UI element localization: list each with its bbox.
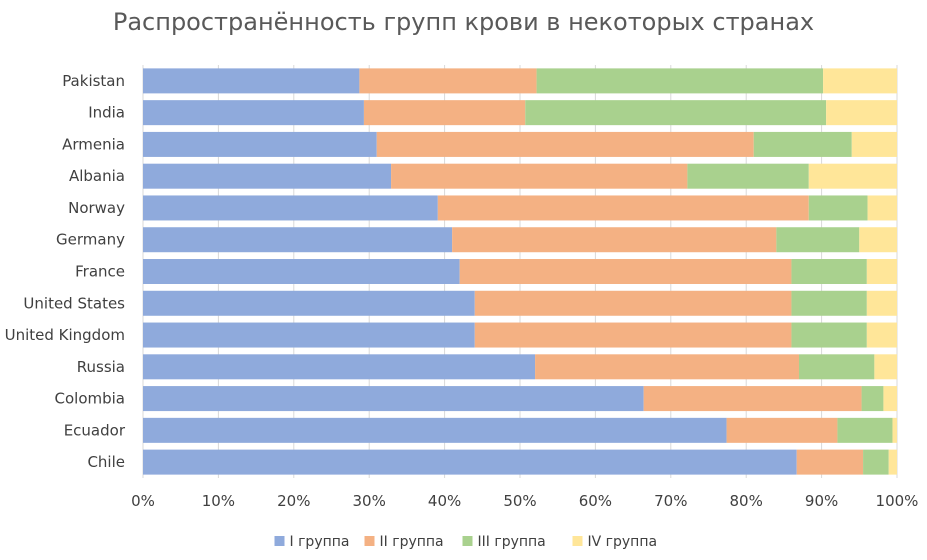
bar-segment [474, 290, 792, 316]
bar-segment [892, 417, 897, 443]
bar-segment [798, 354, 875, 380]
bar-segment [143, 227, 453, 253]
bar-segment [643, 386, 862, 412]
legend-label: II группа [380, 534, 444, 550]
bar-segment [753, 131, 852, 157]
bar-segment [143, 68, 360, 94]
bar-segment [391, 163, 688, 189]
category-label: Albania [69, 167, 125, 185]
category-label: Germany [56, 231, 125, 249]
x-tick-label: 100% [876, 492, 919, 510]
category-label: France [75, 263, 125, 281]
category-label: Russia [77, 358, 125, 376]
bar-segment [143, 354, 536, 380]
bar-segment [866, 259, 897, 284]
x-tick-label: 20% [277, 492, 310, 510]
bar-segment [143, 195, 438, 221]
bar-segment [888, 449, 897, 475]
bar-segment [143, 131, 377, 157]
bar-segment [535, 354, 799, 380]
category-label: United Kingdom [5, 326, 125, 344]
category-label: India [88, 104, 125, 122]
bar-segment [826, 100, 897, 126]
category-label: Norway [68, 199, 125, 217]
bar-segment [866, 290, 897, 316]
bar-segment [726, 417, 838, 443]
bar-segment [376, 131, 754, 157]
bar-segment [823, 68, 897, 94]
x-tick-label: 30% [353, 492, 386, 510]
bar-segment [143, 100, 364, 126]
bar-segment [143, 449, 797, 475]
bar-segment [859, 227, 897, 253]
x-tick-label: 70% [654, 492, 687, 510]
legend-swatch [364, 536, 375, 546]
x-tick-label: 50% [503, 492, 536, 510]
bar-segment [874, 354, 897, 380]
bar-segment [359, 68, 537, 94]
bar-segment [776, 227, 860, 253]
bar-segment [861, 386, 884, 412]
bar-segment [837, 417, 893, 443]
bar-segment [143, 417, 727, 443]
bar-segment [791, 259, 867, 284]
legend-swatch [274, 536, 285, 546]
legend-swatch [572, 536, 583, 546]
bar-segment [791, 290, 867, 316]
category-label: United States [23, 294, 125, 312]
bar-segment [808, 163, 897, 189]
bar-segment [143, 322, 475, 348]
legend-label: I группа [290, 534, 350, 550]
bar-segment [867, 195, 897, 221]
bar-segment [883, 386, 897, 412]
bar-segment [536, 68, 824, 94]
bar-segment [143, 163, 392, 189]
x-tick-label: 80% [730, 492, 763, 510]
bar-segment [866, 322, 897, 348]
category-label: Armenia [62, 135, 125, 153]
bar-segment [863, 449, 889, 475]
x-tick-label: 10% [202, 492, 235, 510]
bar-segment [363, 100, 526, 126]
legend-label: IV группа [588, 534, 658, 550]
bar-segment [459, 259, 792, 284]
bar-segment [143, 290, 475, 316]
bar-segment [143, 386, 644, 412]
bar-segment [474, 322, 792, 348]
x-tick-label: 40% [428, 492, 461, 510]
legend-swatch [462, 536, 473, 546]
bar-segment [851, 131, 897, 157]
bar-segment [525, 100, 827, 126]
bar-segment [687, 163, 809, 189]
x-tick-label: 90% [805, 492, 838, 510]
bar-segment [452, 227, 777, 253]
bar-segment [808, 195, 868, 221]
bar-segment [437, 195, 809, 221]
category-label: Chile [87, 453, 125, 471]
category-label: Colombia [55, 390, 126, 408]
x-tick-label: 60% [579, 492, 612, 510]
category-label: Ecuador [64, 421, 126, 439]
category-label: Pakistan [62, 72, 125, 90]
bar-segment [791, 322, 867, 348]
bar-segment [143, 259, 460, 284]
bar-segment [796, 449, 864, 475]
legend-label: III группа [478, 534, 546, 550]
x-tick-label: 0% [131, 492, 155, 510]
chart-title: Распространённость групп крови в некотор… [112, 8, 815, 36]
